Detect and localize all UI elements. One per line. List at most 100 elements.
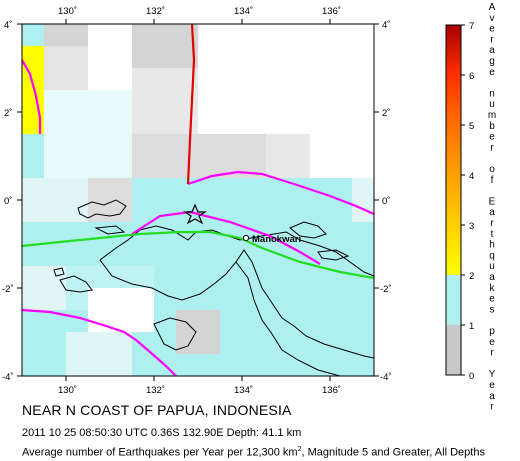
legend-title-char: t <box>491 229 494 240</box>
legend-title-char: r <box>490 348 494 359</box>
coastline-misool <box>59 275 93 293</box>
lon-tick-bottom: 136˚ <box>322 385 341 396</box>
lat-tick-right: 4˚ <box>382 20 390 31</box>
legend-title-char: A <box>489 2 496 13</box>
lat-tick-left: 2˚ <box>4 108 12 119</box>
legend-title-char: a <box>489 45 495 56</box>
legend-title-char: Y <box>489 369 496 380</box>
city-label: Manokwari <box>252 234 301 245</box>
grid-cell <box>132 134 266 178</box>
legend-frame <box>445 24 462 376</box>
lat-tick-left: 0˚ <box>4 196 12 207</box>
legend-title-char: e <box>489 337 495 348</box>
legend-title-char: r <box>490 218 494 229</box>
grid-cell <box>132 68 198 134</box>
lon-tick-bottom: 130˚ <box>58 385 77 396</box>
coastline-bird-head-south <box>99 249 374 359</box>
legend-title-char: r <box>490 34 494 45</box>
trench-line <box>186 24 196 185</box>
legend-title-char: a <box>489 391 495 402</box>
lon-tick-bottom: 134˚ <box>234 385 253 396</box>
legend-title-char: s <box>490 304 495 315</box>
event-details: 2011 10 25 08:50:30 UTC 0.36S 132.90E De… <box>22 427 302 439</box>
grid-cell <box>44 24 88 46</box>
lon-tick-bottom: 132˚ <box>146 385 165 396</box>
lat-tick-left: 4˚ <box>4 20 12 31</box>
subtitle-text: Average number of Earthquakes per Year p… <box>22 446 298 459</box>
legend-tick: 0 <box>469 371 474 382</box>
legend-title-char: u <box>489 99 495 110</box>
legend-tick: 5 <box>469 121 474 132</box>
coastline-island-small <box>53 267 65 277</box>
lat-tick-left: -4˚ <box>2 372 14 383</box>
lat-tick-left: -2˚ <box>2 284 14 295</box>
legend-title-char: e <box>489 380 495 391</box>
legend-tick: 7 <box>469 21 474 32</box>
legend-tick: 6 <box>469 71 474 82</box>
grid-cell <box>266 134 310 178</box>
lon-tick-top: 134˚ <box>234 6 253 17</box>
grid-cell <box>88 288 154 332</box>
legend-gradient <box>446 25 461 275</box>
grid-cell <box>132 24 198 68</box>
star-icon <box>183 203 207 225</box>
legend-color-scale: 7 6 5 4 3 2 1 0 AveragenumberofEarthquak… <box>445 2 496 413</box>
coastline-bintuni-bay <box>235 261 341 376</box>
tectonic-lines <box>22 24 374 376</box>
legend-gray <box>446 325 461 375</box>
grid-cell <box>22 266 66 310</box>
lat-tick-right: -2˚ <box>380 284 392 295</box>
legend-title-char: e <box>489 132 495 143</box>
legend-title-char: h <box>489 240 495 251</box>
lon-tick-top: 136˚ <box>322 6 341 17</box>
plate-boundary-north <box>187 170 374 216</box>
legend-tick: 3 <box>469 221 474 232</box>
legend-title-char: q <box>489 250 495 261</box>
legend-title-char: E <box>489 196 496 207</box>
legend-title-char: r <box>490 402 494 413</box>
lat-tick-right: 2˚ <box>382 108 390 119</box>
grid-cell <box>66 332 132 376</box>
legend-title-char: m <box>488 110 496 121</box>
lon-tick-top: 130˚ <box>58 6 77 17</box>
plate-boundary-south <box>22 308 177 376</box>
legend-title-char: u <box>489 261 495 272</box>
region-title: NEAR N COAST OF PAPUA, INDONESIA <box>22 402 292 418</box>
legend-tick: 4 <box>469 171 474 182</box>
coastline-waigeo <box>77 199 127 219</box>
legend-cyan <box>446 275 461 325</box>
grid-cell <box>22 24 44 46</box>
legend-title-char: a <box>489 272 495 283</box>
legend-title-char: v <box>490 13 495 24</box>
subtitle-superscript: 2 <box>297 446 302 453</box>
legend-tick: 2 <box>469 271 474 282</box>
legend-title-char: a <box>489 207 495 218</box>
legend-title-char: o <box>489 164 495 175</box>
axis-labels: 130˚ 132˚ 134˚ 136˚ 130˚ 132˚ 134˚ 136˚ … <box>2 6 392 396</box>
lat-tick-right: -4˚ <box>380 372 392 383</box>
grid-cell <box>44 90 132 134</box>
city-manokwari: Manokwari <box>242 234 301 245</box>
sorong-fault <box>22 230 374 280</box>
legend-title-char: r <box>490 142 494 153</box>
tick-marks <box>17 19 379 381</box>
legend-title-char: p <box>489 326 495 337</box>
grid-cell <box>44 46 88 90</box>
legend-title-char: e <box>489 67 495 78</box>
coastline-yapen <box>317 249 350 261</box>
legend-tick: 1 <box>469 321 474 332</box>
grid-cell <box>22 134 44 178</box>
circle-icon <box>242 234 250 242</box>
legend-title-char: f <box>491 175 494 186</box>
lon-tick-top: 132˚ <box>146 6 165 17</box>
grid-cell <box>88 178 132 222</box>
grid-cell <box>22 222 374 266</box>
coastline-onin <box>153 317 197 351</box>
epicenter-marker <box>183 203 207 225</box>
legend-title-char: n <box>489 88 495 99</box>
lat-tick-right: 0˚ <box>382 196 390 207</box>
grid-cell <box>176 310 220 354</box>
coastline-biak <box>289 221 327 239</box>
